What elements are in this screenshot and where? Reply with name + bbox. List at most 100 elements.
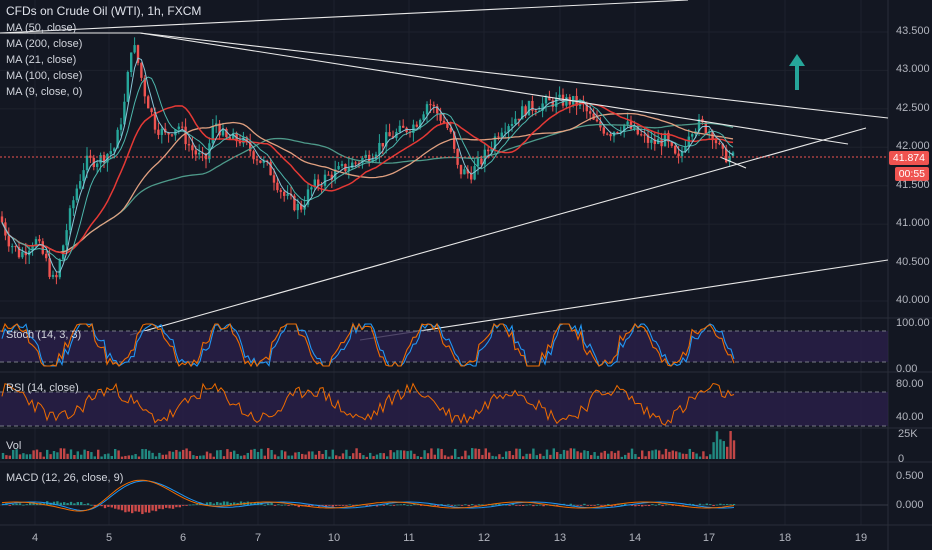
- macd-hist-207: [705, 503, 708, 505]
- macd-hist-17: [59, 502, 62, 505]
- vol-bar-113: [386, 456, 389, 459]
- candle-body-50: [170, 134, 174, 136]
- vol-bar-101: [345, 449, 348, 459]
- vol-bar-128: [437, 448, 440, 459]
- candle-body-183: [623, 124, 626, 132]
- candle-body-100: [340, 163, 344, 167]
- candle-body-211: [718, 143, 721, 145]
- macd-hist-180: [613, 505, 617, 506]
- macd-hist-118: [403, 503, 406, 505]
- macd-hist-20: [69, 501, 73, 505]
- macd-hist-54: [185, 505, 188, 506]
- vol-bar-207: [705, 456, 708, 459]
- macd-hist-141: [481, 504, 484, 506]
- vol-bar-151: [515, 448, 518, 459]
- macd-hist-136: [464, 504, 467, 506]
- candle-body-7: [24, 251, 27, 256]
- macd-hist-10: [35, 503, 39, 505]
- vol-title: Vol: [6, 440, 22, 452]
- candle-body-34: [116, 129, 119, 149]
- candle-body-74: [252, 151, 255, 160]
- vol-bar-76: [260, 448, 263, 459]
- vol-bar-41: [141, 449, 144, 459]
- vol-bar-104: [355, 448, 358, 459]
- vol-bar-18: [63, 448, 66, 459]
- vol-bar-22: [76, 451, 79, 459]
- vol-bar-158: [539, 453, 542, 459]
- candle-body-163: [555, 97, 558, 107]
- candle-body-128: [436, 106, 439, 114]
- macd-tick-0: 0.000: [896, 499, 924, 511]
- vol-bar-157: [535, 455, 538, 459]
- macd-hist-52: [178, 505, 181, 508]
- candle-body-72: [245, 137, 248, 142]
- vol-bar-71: [243, 455, 246, 459]
- macd-hist-187: [637, 505, 640, 506]
- macd-hist-214: [729, 504, 732, 506]
- candle-body-152: [517, 118, 520, 120]
- vol-bar-6: [22, 453, 25, 459]
- candle-body-54: [184, 126, 187, 145]
- candle-body-103: [351, 162, 354, 168]
- macd-tick-05: 0.500: [896, 470, 924, 482]
- vol-tick-25k: 25K: [898, 428, 918, 440]
- candle-body-6: [21, 251, 24, 258]
- vol-bar-153: [522, 456, 525, 459]
- candle-body-129: [439, 113, 442, 121]
- vol-bar-148: [505, 451, 508, 459]
- candle-body-26: [89, 155, 92, 158]
- vol-bar-200: [681, 453, 685, 459]
- price-tick-3: 42.000: [896, 140, 930, 153]
- candle-body-53: [181, 126, 184, 128]
- macd-hist-42: [144, 505, 147, 513]
- macd-hist-206: [702, 504, 705, 506]
- candle-body-76: [259, 160, 262, 163]
- macd-hist-56: [192, 504, 195, 506]
- candle-body-200: [680, 151, 684, 157]
- candle-body-30: [102, 155, 106, 163]
- price-tick-1: 43.000: [896, 63, 930, 76]
- ma-100-label: MA (100, close): [6, 70, 83, 82]
- macd-hist-55: [188, 504, 192, 506]
- macd-hist-176: [600, 505, 603, 506]
- macd-hist-23: [80, 502, 83, 505]
- vol-bar-164: [559, 454, 562, 459]
- vol-bar-100: [341, 453, 345, 459]
- vol-bar-205: [698, 456, 702, 459]
- candle-body-97: [330, 174, 333, 180]
- macd-hist-192: [654, 504, 657, 506]
- candle-body-178: [606, 133, 609, 135]
- vol-bar-163: [556, 452, 559, 459]
- macd-hist-30: [103, 505, 107, 509]
- macd-hist-39: [134, 505, 137, 512]
- candle-body-84: [286, 193, 289, 196]
- vol-bar-175: [596, 455, 600, 459]
- candle-body-17: [58, 259, 61, 278]
- macd-hist-24: [83, 504, 86, 505]
- macd-hist-37: [127, 505, 130, 512]
- stoch-k-line: [1, 321, 735, 368]
- macd-hist-62: [212, 503, 215, 505]
- macd-hist-3: [12, 504, 15, 505]
- macd-hist-148: [505, 504, 508, 506]
- vol-bar-84: [287, 455, 290, 459]
- macd-hist-185: [630, 505, 634, 506]
- resistance-line-descending: [139, 32, 889, 119]
- vol-bar-88: [301, 453, 304, 459]
- candle-body-23: [79, 181, 82, 189]
- macd-hist-171: [583, 503, 586, 505]
- vol-bar-10: [35, 449, 39, 459]
- vol-bar-103: [352, 453, 355, 459]
- vol-bar-143: [488, 452, 491, 459]
- macd-hist-68: [233, 502, 236, 505]
- macd-hist-173: [590, 505, 593, 506]
- macd-hist-134: [457, 504, 460, 506]
- macd-hist-100: [341, 505, 345, 506]
- candle-body-3: [11, 246, 14, 248]
- candle-body-49: [167, 132, 170, 135]
- macd-hist-25: [86, 503, 90, 505]
- vol-bar-28: [97, 449, 100, 459]
- macd-hist-169: [576, 505, 579, 506]
- macd-hist-186: [634, 505, 637, 507]
